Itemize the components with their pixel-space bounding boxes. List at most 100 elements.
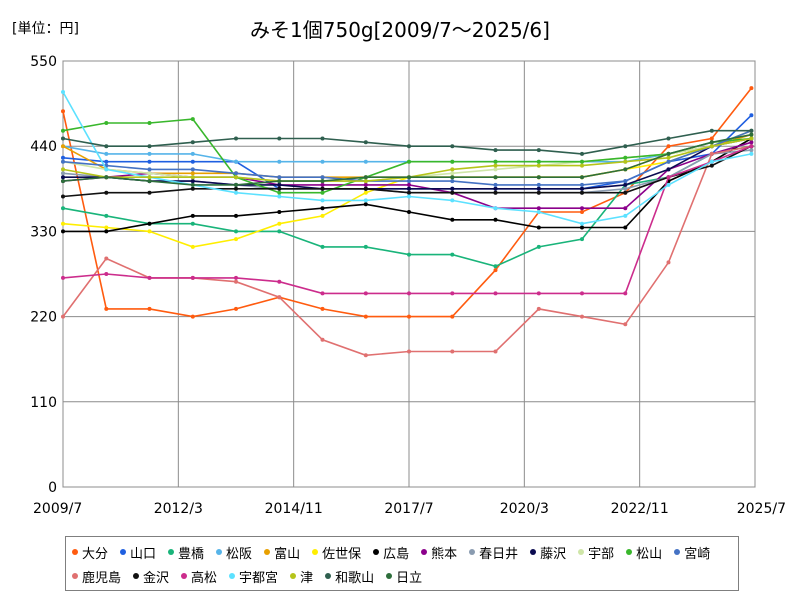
legend-item: 松山 [626,543,662,562]
legend: 大分 山口 豊橋 松阪 富山 佐世保 広島 熊本 春日井 藤沢 宇部 松山 宮崎 鹿児島 金沢 高松 宇都宮 津… [65,536,739,591]
legend-label: 広島 [383,546,410,562]
data-point [493,190,498,195]
data-point [666,151,671,156]
legend-marker [181,573,188,579]
data-point [104,306,109,311]
data-point [450,190,455,195]
data-point [277,136,282,141]
data-point [234,159,238,164]
data-point [580,182,584,187]
data-point [623,322,628,327]
y-tick-label: 110 [30,395,57,411]
data-point [234,306,238,311]
data-point [61,136,65,141]
data-point [580,221,584,226]
data-point [623,182,628,187]
data-point [450,144,455,149]
data-point [407,252,411,257]
legend-marker [373,549,380,555]
data-point [407,179,411,184]
data-point [666,144,671,149]
data-point [104,159,109,164]
data-point [493,291,498,296]
data-point [666,175,671,180]
y-tick-label: 550 [30,54,57,70]
legend-label: 豊橋 [178,546,205,562]
data-point [493,349,498,354]
data-point [190,244,195,249]
data-point [190,171,195,176]
data-point [320,186,325,191]
legend-marker [168,549,175,555]
legend-marker [312,549,319,555]
data-point [580,175,584,180]
axis-labels: 0 110 220 330 440 550 2009/7 2012/3 2014/11 2017/… [30,54,786,517]
legend-item: 津 [290,567,313,586]
data-point [147,221,152,226]
data-point [493,264,498,269]
data-point [450,186,455,191]
data-point [234,171,238,176]
legend-marker [325,573,332,579]
data-point [580,151,584,156]
data-point [580,237,584,242]
legend-item: 宮崎 [674,543,710,562]
legend-label: 宇都宮 [239,570,279,586]
legend-item: 和歌山 [325,567,374,586]
data-point [709,144,714,149]
data-point [536,190,541,195]
data-point [277,210,282,214]
data-point [363,186,368,191]
data-point [61,275,65,280]
data-point [277,194,282,199]
data-point [407,159,411,164]
data-point [493,159,498,164]
data-point [623,190,628,195]
data-point [61,171,65,176]
data-point [363,202,368,207]
legend-marker [674,549,681,555]
legend-marker [469,549,476,555]
data-point [536,148,541,153]
legend-item: 金沢 [133,567,169,586]
legend-marker [578,549,585,555]
x-tick-label: 2025/7 [737,501,786,517]
data-point [190,179,195,184]
data-point [623,213,628,218]
data-point [320,175,325,180]
data-point [407,182,411,187]
data-point [450,167,455,172]
data-point [623,179,628,184]
data-point [407,194,411,199]
data-point [61,167,65,172]
x-tick-label: 2022/11 [611,501,669,517]
series-15 [61,144,754,296]
data-point [190,182,195,187]
data-point [407,186,411,191]
data-point [666,136,671,141]
data-point [749,140,754,145]
data-point [190,175,195,180]
data-point [104,121,109,125]
data-point [536,206,541,211]
data-point [320,337,325,342]
data-point [749,113,754,118]
legend-label: 金沢 [143,570,170,586]
data-point [709,140,714,145]
data-point [536,306,541,311]
series-layer [61,86,754,358]
data-point [234,279,238,284]
data-point [450,217,455,222]
data-point [277,229,282,234]
data-point [277,175,282,180]
data-point [61,144,65,149]
data-point [61,90,65,94]
y-tick-label: 0 [48,480,57,496]
data-point [536,186,541,191]
data-point [709,159,714,164]
legend-item: 松阪 [216,543,252,562]
data-point [749,86,754,91]
data-point [709,136,714,141]
data-point [363,353,368,358]
data-point [407,175,411,180]
